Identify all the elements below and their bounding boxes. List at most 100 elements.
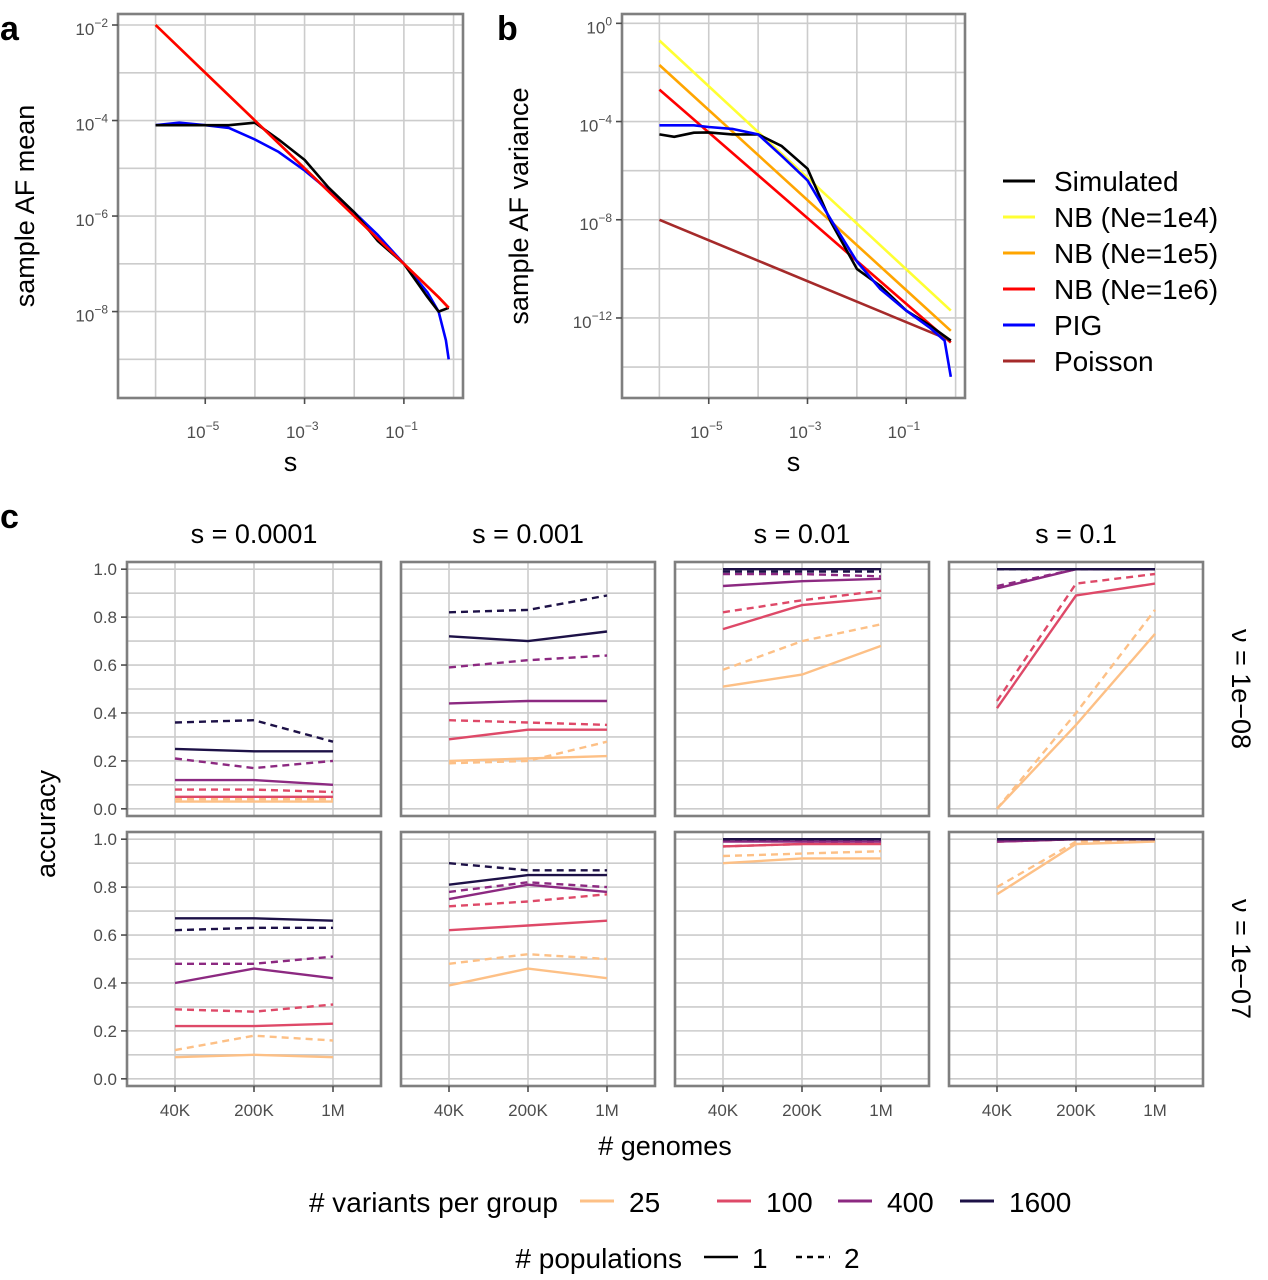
series-line-25-pop2 [996, 609, 1156, 810]
panel-frame [620, 12, 967, 400]
series-line-NB (Ne=1e5) [658, 64, 952, 332]
tick-exponent: −4 [598, 113, 612, 127]
tick-base: 10 [75, 116, 94, 135]
series-line-NB (Ne=1e4) [658, 39, 952, 312]
tick-exponent: −4 [94, 112, 108, 126]
series-line-25-pop1 [722, 857, 881, 865]
tick-exponent: −3 [305, 419, 319, 433]
facet-0-1 [399, 560, 657, 818]
series-line-1600-pop2 [448, 862, 607, 872]
tick-base: 10 [888, 423, 907, 442]
legend-models: Simulated NB (Ne=1e4) NB (Ne=1e5) NB (Ne=1e… [1003, 166, 1218, 377]
series-line-400-pop1 [448, 699, 607, 705]
series-line-400-pop2 [448, 881, 608, 894]
tick-base: 10 [187, 423, 206, 442]
tick-exponent: −6 [94, 207, 108, 221]
row-strip-label: ν = 1e−07 [1226, 899, 1256, 1019]
facet-frame [125, 560, 383, 818]
series-line-100-pop2 [996, 572, 1156, 702]
series-line-NB (Ne=1e6) [154, 24, 450, 309]
x-tick-label: 200K [234, 1101, 274, 1120]
panel-letter-b: b [497, 10, 518, 48]
x-tick-label: 40K [434, 1101, 465, 1120]
tick-exponent: −3 [808, 419, 822, 433]
tick-exponent: −2 [94, 16, 108, 30]
legend-label: 2 [844, 1243, 860, 1274]
legend-label: NB (Ne=1e6) [1054, 274, 1218, 305]
series-line-400-pop2 [448, 654, 608, 669]
legend-label: 100 [766, 1187, 813, 1218]
series-line-1600-pop2 [174, 926, 333, 932]
tick-base: 10 [789, 423, 808, 442]
y-axis-title: accuracy [31, 769, 61, 878]
tick-base: 10 [579, 117, 598, 136]
series-line-25-pop1 [996, 633, 1156, 810]
series-line-25-pop1 [448, 967, 608, 987]
x-tick-label: 10−1 [888, 419, 921, 442]
series-line-100-pop2 [722, 840, 882, 848]
y-tick-label: 10−4 [75, 112, 108, 135]
x-tick-label: 200K [1056, 1101, 1096, 1120]
y-tick-label: 10−2 [75, 16, 108, 39]
x-tick-label: 1M [1143, 1101, 1167, 1120]
tick-base: 10 [690, 423, 709, 442]
legend-label: 25 [629, 1187, 660, 1218]
y-tick-label: 0.8 [93, 608, 117, 627]
series-line-400-pop1 [175, 778, 334, 786]
series-line-400-pop1 [448, 883, 608, 901]
series-line-100-pop1 [448, 728, 607, 741]
y-tick-label: 0.6 [93, 926, 117, 945]
column-strip-label: s = 0.001 [472, 519, 584, 549]
x-tick-label: 10−3 [789, 419, 822, 442]
series-line-25-pop1 [996, 840, 1156, 896]
series-line-1600-pop1 [448, 873, 607, 886]
series-line-100-pop2 [448, 719, 608, 727]
y-tick-label: 1.0 [93, 830, 117, 849]
series-line-1600-pop1 [175, 917, 334, 922]
x-tick-label: 40K [708, 1101, 739, 1120]
facet-0-3 [947, 560, 1205, 818]
series-line-1600-pop1 [448, 630, 608, 643]
x-tick-label: 1M [869, 1101, 893, 1120]
tick-base: 10 [573, 313, 592, 332]
series-line-25-pop2 [722, 623, 882, 671]
y-tick-label: 0.0 [93, 1070, 117, 1089]
y-tick-label: 0.2 [93, 752, 117, 771]
y-tick-label: 100 [586, 14, 612, 37]
series-line-25-pop2 [448, 740, 608, 765]
series-line-1600-pop2 [448, 594, 608, 614]
legend-label: NB (Ne=1e5) [1054, 238, 1218, 269]
panel-letter-c: c [0, 498, 19, 536]
facet-frame [673, 560, 931, 818]
series-line-400-pop1 [174, 967, 334, 985]
y-tick-label: 10−6 [75, 207, 108, 230]
series-line-25-pop1 [174, 1053, 334, 1059]
series-line-400-pop2 [723, 572, 882, 578]
facet-1-3: 40K 200K 1M [947, 830, 1205, 1120]
series-line-400-pop2 [175, 955, 334, 965]
y-tick-label: 0.6 [93, 656, 117, 675]
tick-base: 10 [579, 215, 598, 234]
series-line-Simulated [155, 121, 450, 313]
x-axis-title: # genomes [598, 1131, 732, 1161]
x-tick-label: 200K [508, 1101, 548, 1120]
tick-exponent: −1 [404, 419, 418, 433]
x-tick-label: 1M [321, 1101, 345, 1120]
legend-populations: # populations 1 2 [515, 1243, 859, 1274]
series-line-100-pop2 [722, 589, 882, 614]
tick-exponent: 0 [605, 14, 612, 28]
legend-label: Poisson [1054, 346, 1154, 377]
series-line-400-pop2 [174, 757, 334, 770]
column-strip-label: s = 0.01 [754, 519, 851, 549]
row-strip-label: ν = 1e−08 [1226, 629, 1256, 749]
series-line-100-pop1 [175, 1022, 334, 1028]
legend-title: # populations [515, 1243, 682, 1274]
tick-base: 10 [286, 423, 305, 442]
tick-exponent: −8 [94, 303, 108, 317]
tick-exponent: −8 [598, 211, 612, 225]
x-tick-label: 1M [595, 1101, 619, 1120]
tick-exponent: −5 [709, 419, 723, 433]
